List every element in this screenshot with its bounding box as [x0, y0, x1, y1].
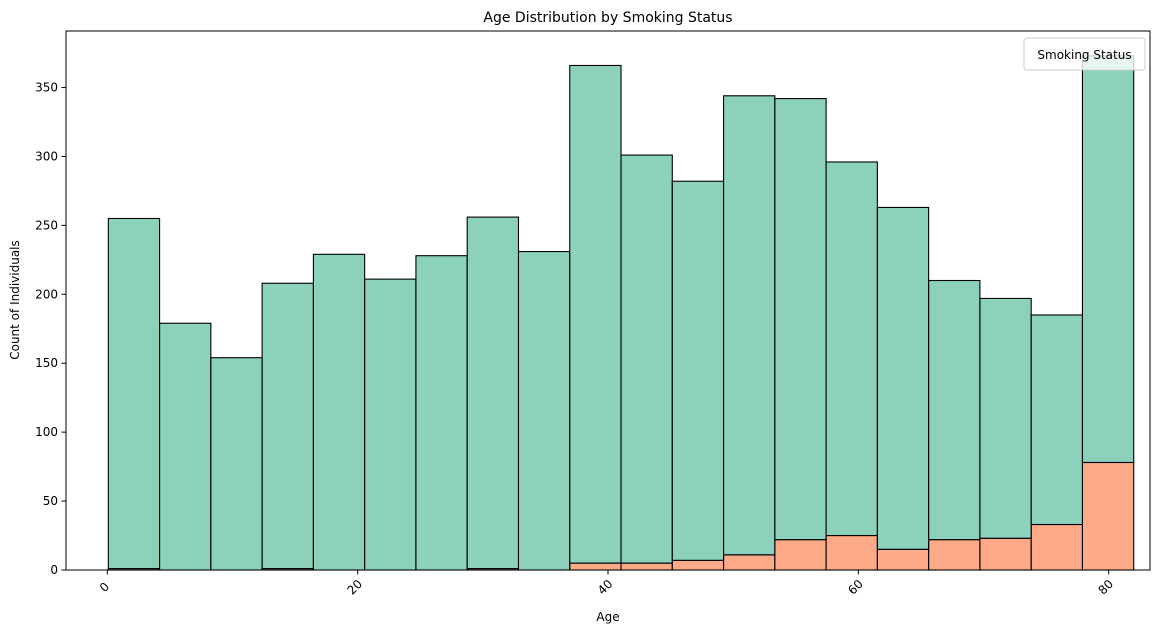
- histogram-bar-series-0-bin-12: [723, 554, 776, 571]
- legend-title: Smoking Status: [1037, 48, 1131, 62]
- y-tick-label: 300: [35, 149, 58, 163]
- y-axis: 0 50 100 150 200 250 300 350: [35, 81, 66, 577]
- histogram-bar-series-1-bin-1: [159, 322, 212, 571]
- y-tick-label: 100: [35, 425, 58, 439]
- histogram-bar-series-1-bin-18: [1030, 314, 1084, 526]
- x-tick-label: 80: [1096, 577, 1117, 598]
- histogram-bar-series-1-bin-8: [517, 251, 571, 571]
- histogram-bar-series-1-bin-10: [620, 154, 673, 564]
- y-tick-label: 50: [43, 494, 58, 508]
- histogram-bar-series-1-bin-7: [466, 216, 520, 570]
- y-axis-label: Count of Individuals: [8, 240, 22, 360]
- histogram-bar-series-0-bin-9: [569, 562, 622, 571]
- y-tick-label: 0: [50, 563, 58, 577]
- y-tick-label: 350: [35, 81, 58, 95]
- histogram-bar-series-1-bin-11: [671, 180, 725, 561]
- chart-title: Age Distribution by Smoking Status: [483, 10, 732, 26]
- y-tick-label: 250: [35, 218, 58, 232]
- histogram-bar-series-1-bin-0: [107, 217, 161, 570]
- legend-box: [1023, 37, 1146, 71]
- x-tick-label: 40: [595, 577, 616, 598]
- x-tick-label: 20: [344, 577, 365, 598]
- histogram-bar-series-0-bin-18: [1030, 523, 1084, 571]
- histogram-bar-series-0-bin-14: [825, 534, 878, 571]
- histogram-bar-series-1-bin-19: [1081, 55, 1135, 464]
- histogram-bar-series-1-bin-12: [723, 95, 776, 556]
- y-tick-label: 200: [35, 287, 58, 301]
- x-axis: 0 20 40 60 80: [97, 570, 1116, 598]
- histogram-bar-series-0-bin-15: [876, 548, 930, 571]
- histogram-bar-series-1-bin-17: [979, 297, 1032, 539]
- histogram-bar-series-1-bin-6: [415, 255, 468, 571]
- histogram-bar-series-0-bin-10: [620, 562, 673, 571]
- histogram-bar-series-0-bin-16: [928, 539, 981, 571]
- histogram-bar-series-0-bin-19: [1081, 461, 1135, 571]
- histogram-bar-series-0-bin-11: [671, 559, 725, 571]
- bars-layer: [107, 55, 1135, 571]
- histogram-bar-series-1-bin-3: [261, 282, 314, 570]
- histogram-bar-series-1-bin-14: [825, 161, 878, 537]
- histogram-bar-series-1-bin-16: [928, 279, 981, 541]
- histogram-bar-series-1-bin-4: [312, 253, 366, 571]
- histogram-bar-series-1-bin-9: [569, 64, 622, 564]
- histogram-bar-series-0-bin-13: [774, 539, 827, 571]
- histogram-bar-series-1-bin-15: [876, 206, 930, 550]
- histogram-bar-series-1-bin-13: [774, 97, 827, 541]
- legend: Smoking Status: [1023, 37, 1146, 71]
- x-axis-label: Age: [596, 610, 619, 624]
- x-tick-label: 0: [97, 580, 112, 595]
- histogram-bar-series-1-bin-5: [364, 278, 417, 571]
- histogram-bar-series-0-bin-17: [979, 537, 1032, 571]
- y-tick-label: 150: [35, 356, 58, 370]
- histogram-bar-series-1-bin-2: [210, 357, 263, 571]
- x-tick-label: 60: [845, 577, 866, 598]
